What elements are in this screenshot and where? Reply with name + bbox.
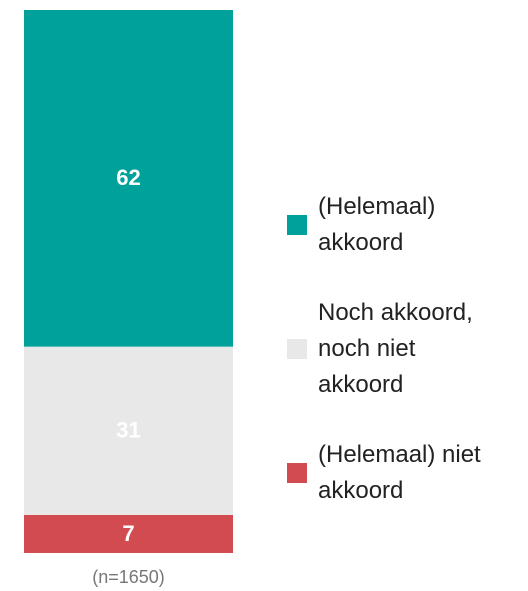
legend-item: Noch akkoord, noch niet akkoord: [287, 295, 503, 403]
bar-segment: [24, 10, 233, 347]
data-label: 62: [116, 165, 140, 190]
data-label: 7: [122, 521, 134, 546]
legend-swatch: [287, 339, 307, 359]
legend-label: (Helemaal) niet akkoord: [318, 441, 481, 504]
legend: (Helemaal) akkoord Noch akkoord, noch nie…: [287, 189, 503, 509]
x-tick-label: (n=1650): [92, 567, 165, 587]
legend-item: (Helemaal) niet akkoord: [287, 437, 503, 509]
bar-segment: [24, 346, 233, 515]
legend-swatch: [287, 463, 307, 483]
legend-label: (Helemaal) akkoord: [318, 193, 436, 256]
bar-segment: [24, 514, 233, 553]
legend-label: Noch akkoord, noch niet akkoord: [318, 299, 473, 398]
legend-swatch: [287, 215, 307, 235]
legend-item: (Helemaal) akkoord: [287, 189, 503, 261]
data-label: 31: [116, 418, 140, 443]
